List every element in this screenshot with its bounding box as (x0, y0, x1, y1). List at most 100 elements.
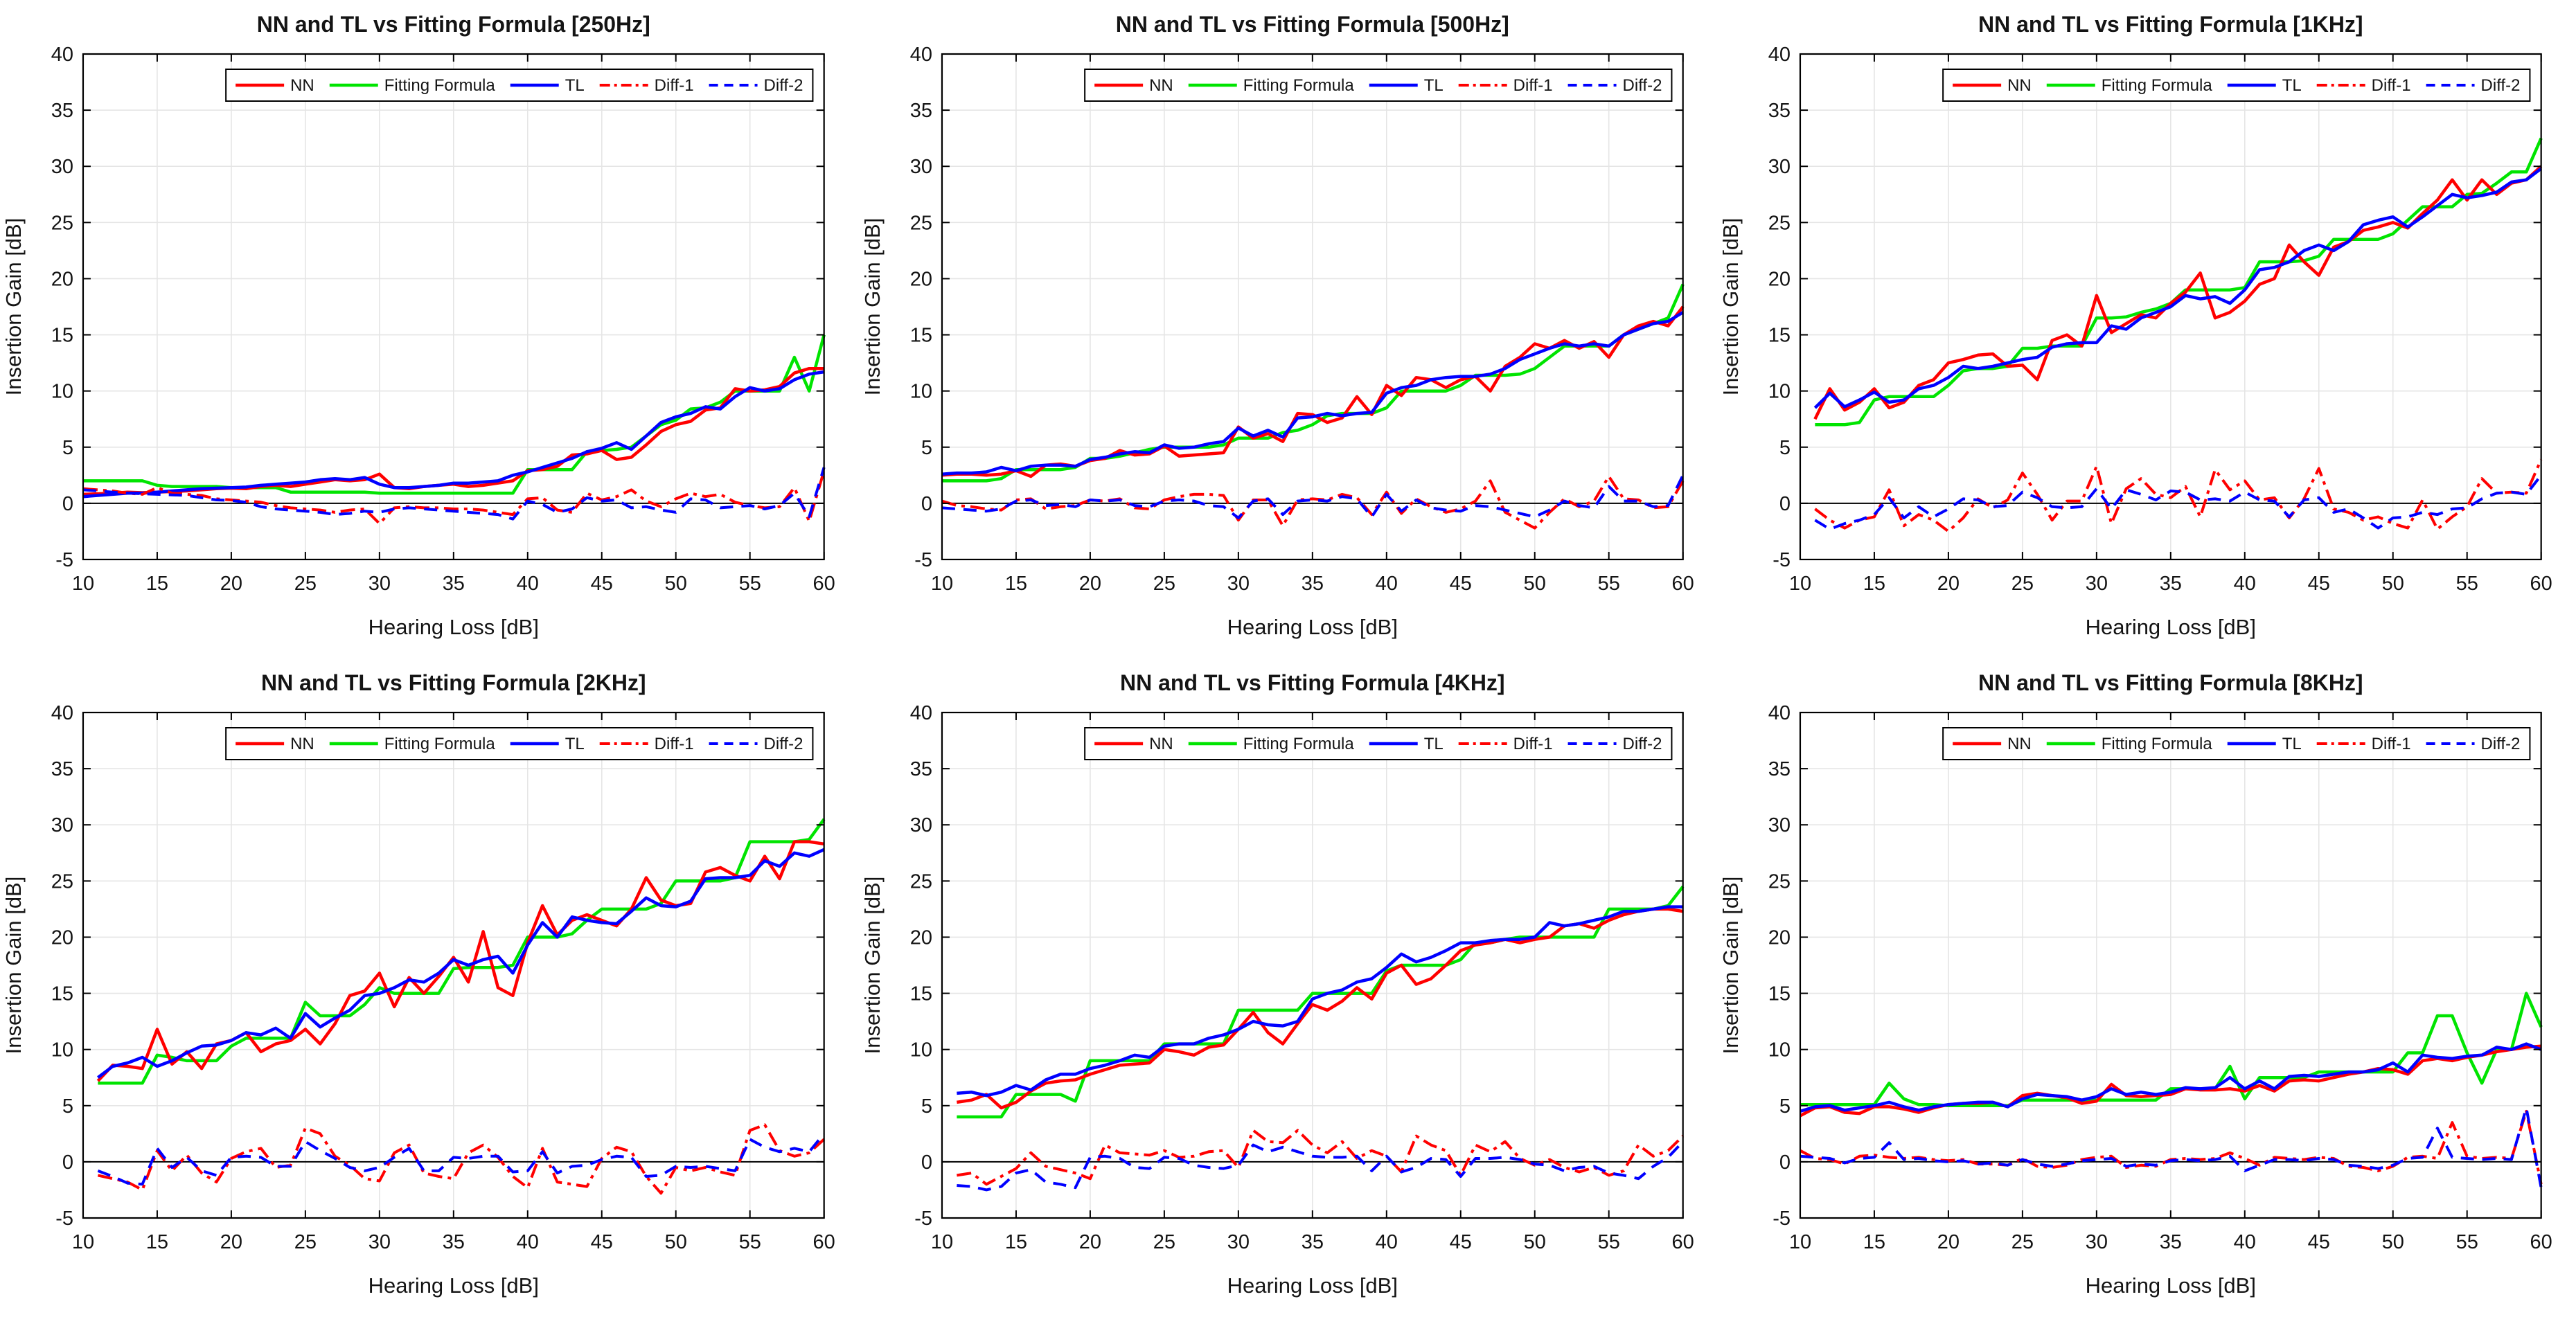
svg-text:0: 0 (1779, 493, 1791, 515)
svg-text:15: 15 (146, 573, 168, 595)
svg-text:5: 5 (1779, 437, 1791, 459)
svg-text:20: 20 (909, 926, 932, 949)
subplot-250hz: 10 15 20 25 30 35 40 45 50 55 60 -5 0 5 10 15 20 25 30 35 40… (0, 0, 859, 658)
series-line-diff-2 (82, 467, 826, 521)
svg-text:10: 10 (909, 1039, 932, 1061)
chart-canvas-2khz: 10 15 20 25 30 35 40 45 50 55 60 -5 0 5 10 15 20 25 30 35 40… (0, 658, 859, 1317)
series-line-tl (1814, 167, 2543, 409)
svg-text:10: 10 (1789, 1231, 1811, 1253)
svg-text:45: 45 (591, 1231, 613, 1253)
svg-text:10: 10 (909, 381, 932, 403)
chart-title-500hz: NN and TL vs Fitting Formula [500Hz] (1115, 12, 1509, 37)
y-axis-label: Insertion Gain [dB] (860, 877, 885, 1055)
axes-box (82, 711, 825, 1219)
svg-text:15: 15 (51, 983, 73, 1005)
svg-text:20: 20 (1078, 573, 1101, 595)
grid-lines (1800, 713, 2541, 1218)
legend-label-diff-1: Diff-1 (2372, 735, 2411, 753)
legend-label-tl: TL (1423, 76, 1443, 95)
series-line-nn (956, 907, 1683, 1110)
y-axis-label: Insertion Gain [dB] (1, 877, 26, 1055)
series-line-tl (1800, 1042, 2542, 1113)
svg-text:35: 35 (1301, 1231, 1323, 1253)
svg-text:10: 10 (931, 1231, 953, 1253)
svg-text:35: 35 (2160, 573, 2182, 595)
svg-text:55: 55 (739, 573, 761, 595)
legend-label-fitting-formula: Fitting Formula (1243, 735, 1354, 753)
svg-text:15: 15 (51, 325, 73, 347)
svg-text:25: 25 (51, 870, 73, 893)
x-axis-label: Hearing Loss [dB] (368, 1273, 539, 1298)
svg-text:0: 0 (62, 493, 73, 515)
series-line-diff-1 (97, 1123, 826, 1195)
axes-box (82, 53, 825, 561)
svg-text:60: 60 (2530, 573, 2552, 595)
svg-text:45: 45 (2308, 1231, 2330, 1253)
axes-box (1800, 711, 2543, 1219)
svg-text:15: 15 (1768, 983, 1791, 1005)
svg-text:30: 30 (909, 156, 932, 178)
chart-canvas-1khz: 10 15 20 25 30 35 40 45 50 55 60 -5 0 5 10 15 20 25 30 35 40… (1717, 0, 2576, 658)
svg-text:-5: -5 (1773, 1208, 1791, 1230)
svg-text:25: 25 (1768, 870, 1791, 893)
series-line-nn (1813, 165, 2543, 420)
svg-text:35: 35 (443, 573, 465, 595)
series-line-tl (941, 311, 1684, 476)
legend-label-diff-2: Diff-2 (2481, 735, 2521, 753)
svg-text:30: 30 (368, 573, 391, 595)
legend-label-fitting-formula: Fitting Formula (2102, 76, 2213, 95)
svg-text:30: 30 (368, 1231, 391, 1253)
svg-text:35: 35 (51, 758, 73, 780)
legend-label-diff-2: Diff-2 (2481, 76, 2521, 95)
tick-labels: 10 15 20 25 30 35 40 45 50 55 60 -5 0 5 10 15 20 25 30 35 40 (51, 44, 835, 595)
chart-title-4khz: NN and TL vs Fitting Formula [4KHz] (1120, 670, 1505, 695)
x-axis-label: Hearing Loss [dB] (2086, 1273, 2256, 1298)
legend-label-diff-1: Diff-1 (655, 735, 694, 753)
svg-text:45: 45 (1449, 1231, 1471, 1253)
svg-text:60: 60 (1671, 1231, 1694, 1253)
svg-text:40: 40 (51, 702, 73, 724)
svg-text:25: 25 (1768, 212, 1791, 234)
svg-text:-5: -5 (914, 1208, 932, 1230)
svg-text:5: 5 (62, 437, 73, 459)
legend-label-diff-1: Diff-1 (1513, 76, 1552, 95)
svg-text:20: 20 (220, 1231, 242, 1253)
svg-text:20: 20 (1768, 268, 1791, 290)
svg-text:55: 55 (1597, 1231, 1619, 1253)
legend-label-nn: NN (1149, 735, 1173, 753)
svg-text:50: 50 (665, 573, 687, 595)
svg-text:15: 15 (909, 325, 932, 347)
svg-text:30: 30 (2086, 1231, 2108, 1253)
series-line-fitting-formula (957, 886, 1685, 1119)
legend-label-nn: NN (2007, 76, 2032, 95)
series-line-diff-1 (956, 1129, 1684, 1186)
svg-text:40: 40 (909, 702, 932, 724)
series-line-tl (956, 905, 1683, 1098)
svg-text:-5: -5 (55, 1208, 73, 1230)
svg-text:55: 55 (2456, 1231, 2478, 1253)
legend-label-tl: TL (565, 735, 585, 753)
svg-text:20: 20 (51, 268, 73, 290)
svg-text:15: 15 (1863, 573, 1885, 595)
chart-title-1khz: NN and TL vs Fitting Formula [1KHz] (1978, 12, 2363, 37)
svg-text:15: 15 (1768, 325, 1791, 347)
tick-labels: 10 15 20 25 30 35 40 45 50 55 60 -5 0 5 10 15 20 25 30 35 40 (51, 702, 835, 1253)
svg-text:40: 40 (1768, 702, 1791, 724)
svg-text:60: 60 (813, 1231, 835, 1253)
svg-text:55: 55 (1597, 573, 1619, 595)
subplot-500hz: 10 15 20 25 30 35 40 45 50 55 60 -5 0 5 10 15 20 25 30 35 40… (858, 0, 1718, 658)
svg-text:25: 25 (294, 1231, 317, 1253)
svg-text:20: 20 (909, 268, 932, 290)
svg-text:5: 5 (1779, 1095, 1791, 1118)
svg-text:55: 55 (739, 1231, 761, 1253)
series-line-diff-1 (82, 470, 826, 526)
svg-text:25: 25 (909, 212, 932, 234)
svg-text:0: 0 (921, 1152, 932, 1174)
svg-text:20: 20 (1937, 1231, 1960, 1253)
legend-label-nn: NN (290, 735, 314, 753)
series-line-fitting-formula (1800, 992, 2543, 1108)
svg-text:40: 40 (1375, 1231, 1397, 1253)
subplot-8khz: 10 15 20 25 30 35 40 45 50 55 60 -5 0 5 10 15 20 25 30 35 40… (1717, 658, 2576, 1317)
svg-text:10: 10 (72, 1231, 94, 1253)
legend-label-diff-1: Diff-1 (2372, 76, 2411, 95)
